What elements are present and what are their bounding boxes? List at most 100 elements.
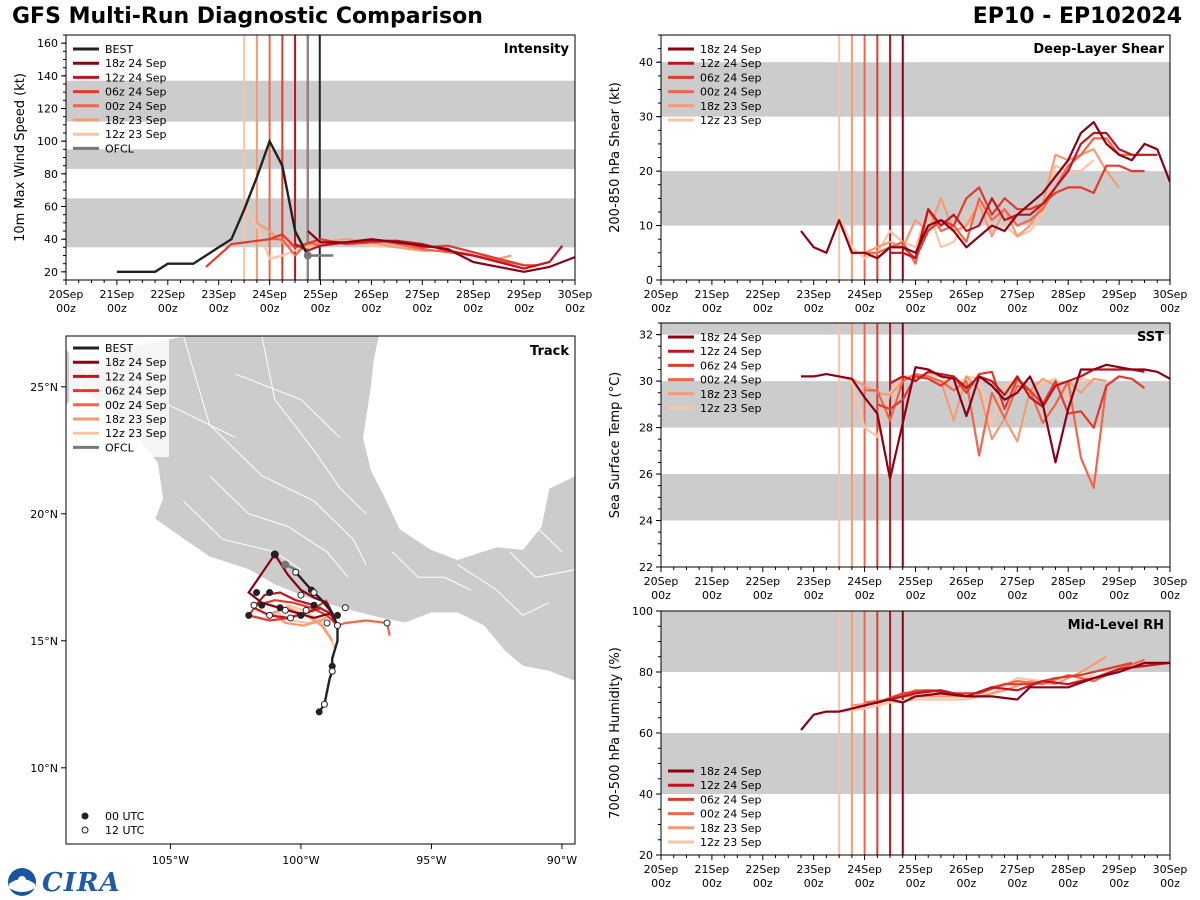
track-xtick-label: 105°W (152, 854, 189, 867)
intensity-series-line (307, 230, 575, 273)
shear-xtick-sublabel: 00z (702, 302, 722, 315)
intensity-series-group (116, 138, 575, 273)
track-legend-label: 12z 23 Sep (105, 427, 167, 440)
sst-xtick-sublabel: 00z (1109, 589, 1129, 602)
track-map-group (66, 336, 575, 844)
rh-legend-label: 18z 24 Sep (700, 765, 762, 778)
state-border (457, 564, 550, 617)
shear-band (661, 62, 1170, 117)
shear-xtick-sublabel: 00z (957, 302, 977, 315)
sst-ytick-label: 24 (639, 515, 653, 528)
sst-xtick-label: 28Sep (1051, 575, 1086, 588)
shear-legend-label: 00z 24 Sep (700, 86, 762, 99)
intensity-title: Intensity (504, 42, 570, 57)
state-border (391, 551, 471, 591)
track-legend-00utc-marker (81, 812, 89, 820)
intensity-ytick-label: 100 (37, 135, 58, 148)
intensity-xtick-label: 26Sep (354, 288, 389, 301)
intensity-xtick-label: 24Sep (252, 288, 287, 301)
rh-legend-label: 00z 24 Sep (700, 808, 762, 821)
shear-legend-label: 12z 23 Sep (700, 114, 762, 127)
intensity-xtick-label: 23Sep (201, 288, 236, 301)
state-border (261, 336, 367, 515)
intensity-ytick-label: 20 (44, 266, 58, 279)
state-border (209, 475, 349, 578)
track-12utc-marker (281, 606, 289, 614)
rh-title: Mid-Level RH (1068, 618, 1164, 633)
intensity-series-line (294, 239, 564, 270)
rh-band (661, 733, 1170, 794)
intensity-legend-label: 18z 23 Sep (105, 114, 167, 127)
sst-xtick-sublabel: 00z (855, 589, 875, 602)
track-12utc-marker (333, 622, 341, 630)
sst-ytick-label: 32 (639, 329, 653, 342)
rh-legend-label: 12z 23 Sep (700, 836, 762, 849)
track-legend-12utc-label: 12 UTC (105, 824, 145, 837)
rh-xtick-label: 20Sep (644, 863, 679, 876)
shear-xtick-sublabel: 00z (753, 302, 773, 315)
track-forecast-line (269, 606, 334, 642)
intensity-ytick-label: 160 (37, 37, 58, 50)
shear-ytick-label: 30 (639, 111, 653, 124)
shear-ytick-label: 10 (639, 220, 653, 233)
sst-xtick-sublabel: 00z (702, 589, 722, 602)
track-ytick-label: 10°N (30, 762, 58, 775)
track-legend-bg (69, 339, 169, 457)
intensity-series-line (205, 233, 537, 268)
rh-legend-label: 12z 24 Sep (700, 779, 762, 792)
track-ytick-label: 15°N (30, 635, 58, 648)
rh-xtick-sublabel: 00z (957, 877, 977, 890)
sst-ylabel: Sea Surface Temp (°C) (608, 372, 623, 519)
sst-xtick-label: 30Sep (1153, 575, 1188, 588)
intensity-xtick-sublabel: 00z (260, 302, 280, 315)
track-ytick-label: 20°N (30, 508, 58, 521)
shear-xtick-sublabel: 00z (1007, 302, 1027, 315)
sst-xtick-label: 24Sep (847, 575, 882, 588)
intensity-xtick-sublabel: 00z (311, 302, 331, 315)
rh-panel: 2040608010020Sep00z21Sep00z22Sep00z23Sep… (608, 605, 1187, 890)
track-00utc-marker (253, 589, 261, 597)
rh-xtick-label: 25Sep (898, 863, 933, 876)
shear-xtick-label: 26Sep (949, 288, 984, 301)
shear-series-line (890, 131, 1158, 260)
intensity-legend-label: BEST (105, 43, 133, 56)
state-border (183, 336, 367, 565)
sst-xtick-label: 23Sep (796, 575, 831, 588)
sst-xtick-sublabel: 00z (804, 589, 824, 602)
shear-legend-label: 06z 24 Sep (700, 71, 762, 84)
shear-xtick-sublabel: 00z (1160, 302, 1180, 315)
sst-xtick-sublabel: 00z (957, 589, 977, 602)
sst-xtick-sublabel: 00z (1160, 589, 1180, 602)
noaa-logo-icon (8, 868, 36, 896)
sst-ytick-label: 28 (639, 422, 653, 435)
track-00utc-marker (266, 589, 274, 597)
sst-legend-label: 00z 24 Sep (700, 374, 762, 387)
sst-xtick-label: 26Sep (949, 575, 984, 588)
rh-xtick-sublabel: 00z (855, 877, 875, 890)
track-legend-label: 18z 23 Sep (105, 413, 167, 426)
intensity-xtick-sublabel: 00z (56, 302, 76, 315)
intensity-xtick-label: 30Sep (558, 288, 593, 301)
rh-xtick-label: 26Sep (949, 863, 984, 876)
intensity-best-line (116, 138, 309, 273)
rh-ytick-label: 40 (639, 788, 653, 801)
sst-ytick-label: 30 (639, 375, 653, 388)
intensity-xtick-sublabel: 00z (565, 302, 585, 315)
intensity-ytick-label: 120 (37, 103, 58, 116)
track-12utc-marker (341, 604, 349, 612)
sst-series-line (801, 363, 1170, 480)
track-forecast-line (337, 619, 391, 636)
intensity-xtick-sublabel: 00z (209, 302, 229, 315)
rh-xtick-label: 23Sep (796, 863, 831, 876)
track-frame (65, 335, 576, 845)
track-legend-label: OFCL (105, 441, 135, 454)
rh-ytick-label: 60 (639, 727, 653, 740)
sst-band (661, 474, 1170, 521)
shear-xtick-label: 21Sep (695, 288, 730, 301)
intensity-xtick-label: 20Sep (49, 288, 84, 301)
intensity-xtick-label: 28Sep (456, 288, 491, 301)
cira-logo: CIRA (42, 868, 121, 898)
rh-xtick-sublabel: 00z (906, 877, 926, 890)
sst-ytick-label: 22 (639, 561, 653, 574)
rh-series-group (800, 655, 1170, 731)
